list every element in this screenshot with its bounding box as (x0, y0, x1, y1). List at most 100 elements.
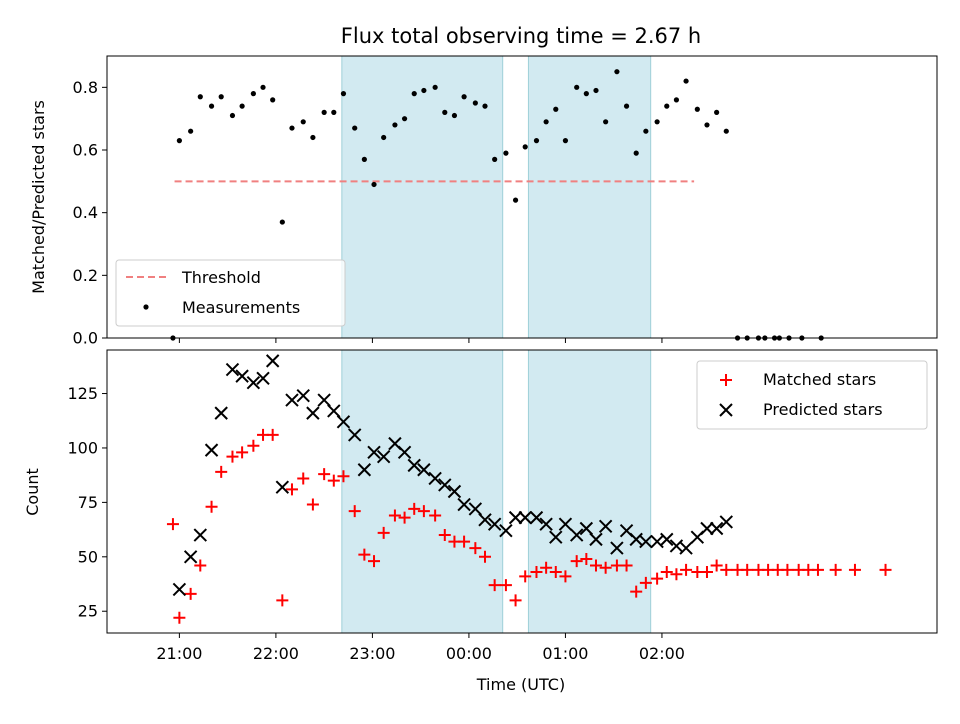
measurement-point (361, 156, 367, 162)
predicted-star-point (610, 541, 624, 555)
matched-star-point (266, 428, 279, 441)
top-plot-frame (106, 55, 938, 339)
xtick-label-2: 23:00 (349, 644, 395, 663)
measurement-point (176, 138, 182, 144)
predicted-star-point (558, 517, 573, 531)
xtick-label-0: 21:00 (156, 644, 202, 663)
matched-star-point (811, 563, 824, 576)
top-ytick-label-1: 0.2 (73, 266, 98, 285)
measurement-point (208, 103, 215, 109)
bottom-ytick-label-3: 100 (67, 438, 98, 457)
top-y-axis-label: Matched/Predicted stars (29, 100, 48, 294)
measurement-point (250, 91, 256, 97)
bottom-ytick-label-1: 50 (78, 547, 98, 566)
measurement-point (482, 103, 488, 109)
xtick-label-4: 01:00 (542, 644, 588, 663)
matched-star-point (247, 439, 260, 452)
predicted-star-point (225, 362, 240, 377)
bottom-legend-box (696, 360, 928, 430)
matched-star-point (741, 563, 754, 576)
bottom-shaded-interval-0 (341, 349, 504, 634)
xtick-label-1: 22:00 (253, 644, 299, 663)
top-ytick-label-0: 0.0 (73, 329, 98, 348)
legend-measurements-swatch (143, 304, 149, 310)
matched-star-point (540, 561, 553, 574)
measurement-point (197, 94, 203, 100)
top-ytick-label-4: 0.8 (73, 78, 98, 97)
predicted-star-point (518, 510, 532, 525)
measurement-point (704, 122, 710, 128)
predicted-star-point (679, 541, 693, 555)
measurement-point (260, 84, 266, 90)
measurement-point (239, 103, 245, 109)
matched-star-point (173, 611, 186, 624)
measurement-point (522, 144, 528, 150)
matched-star-point (236, 446, 249, 459)
matched-star-point (530, 566, 543, 579)
measurement-point (461, 94, 467, 100)
matched-star-point (781, 563, 794, 576)
measurement-point (623, 103, 630, 109)
measurement-point (289, 125, 295, 131)
legend-threshold-label: Threshold (181, 268, 261, 287)
matched-star-point (306, 498, 319, 511)
predicted-star-point (478, 513, 492, 527)
predicted-star-point (285, 393, 299, 407)
bottom-ytick-label-0: 25 (78, 602, 98, 621)
predicted-star-point (327, 404, 341, 418)
predicted-star-point (407, 458, 421, 473)
matched-star-point (848, 563, 861, 576)
predicted-star-point (660, 532, 674, 547)
matched-star-point (398, 511, 411, 524)
predicted-star-point (183, 550, 198, 564)
matched-star-point (639, 576, 652, 589)
predicted-star-point (348, 428, 362, 442)
measurement-point (340, 91, 347, 97)
matched-star-point (479, 550, 492, 563)
top-panel: 0.0 0.2 0.4 0.6 0.8 (73, 55, 938, 348)
measurement-point (442, 109, 448, 115)
measurement-point (503, 150, 509, 156)
legend-matched-label: Matched stars (763, 370, 876, 389)
matched-star-point (184, 587, 197, 600)
measurement-point (392, 122, 398, 128)
legend-matched-swatch (720, 374, 732, 386)
matched-star-point (417, 505, 430, 518)
predicted-star-point (397, 445, 412, 460)
predicted-star-point (709, 521, 724, 536)
measurement-point (603, 119, 609, 125)
matched-star-point (318, 468, 331, 481)
measurement-point (279, 219, 285, 225)
matched-star-point (519, 570, 532, 583)
predicted-star-point (569, 528, 584, 542)
measurement-point (229, 112, 236, 119)
measurement-point (714, 109, 720, 115)
bottom-y-axis-label: Count (23, 468, 42, 516)
matched-star-point (408, 502, 421, 515)
predicted-star-point (639, 534, 653, 549)
matched-star-point (438, 529, 451, 542)
measurement-point (218, 94, 224, 100)
measurement-point (411, 91, 417, 97)
measurement-point (371, 181, 377, 188)
predicted-star-point (296, 389, 310, 403)
predicted-star-point (539, 517, 553, 531)
chart-title: Flux total observing time = 2.67 h (341, 24, 701, 48)
measurement-point (300, 119, 306, 125)
measurement-point (694, 106, 700, 112)
predicted-star-point (589, 532, 603, 547)
legend-measurements-label: Measurements (182, 298, 300, 317)
measurement-point (270, 97, 276, 103)
matched-star-point (549, 566, 562, 579)
measurement-point (352, 125, 358, 131)
matched-star-point (358, 548, 371, 561)
measurement-point (562, 138, 569, 144)
top-shaded-interval-0 (341, 55, 504, 339)
bottom-legend: Matched stars Predicted stars (696, 360, 928, 430)
matched-star-point (368, 555, 381, 568)
matched-star-point (166, 518, 179, 531)
matched-star-point (710, 559, 723, 572)
matched-star-point (570, 555, 583, 568)
predicted-star-point (508, 510, 523, 525)
bottom-plot-frame (106, 349, 938, 634)
